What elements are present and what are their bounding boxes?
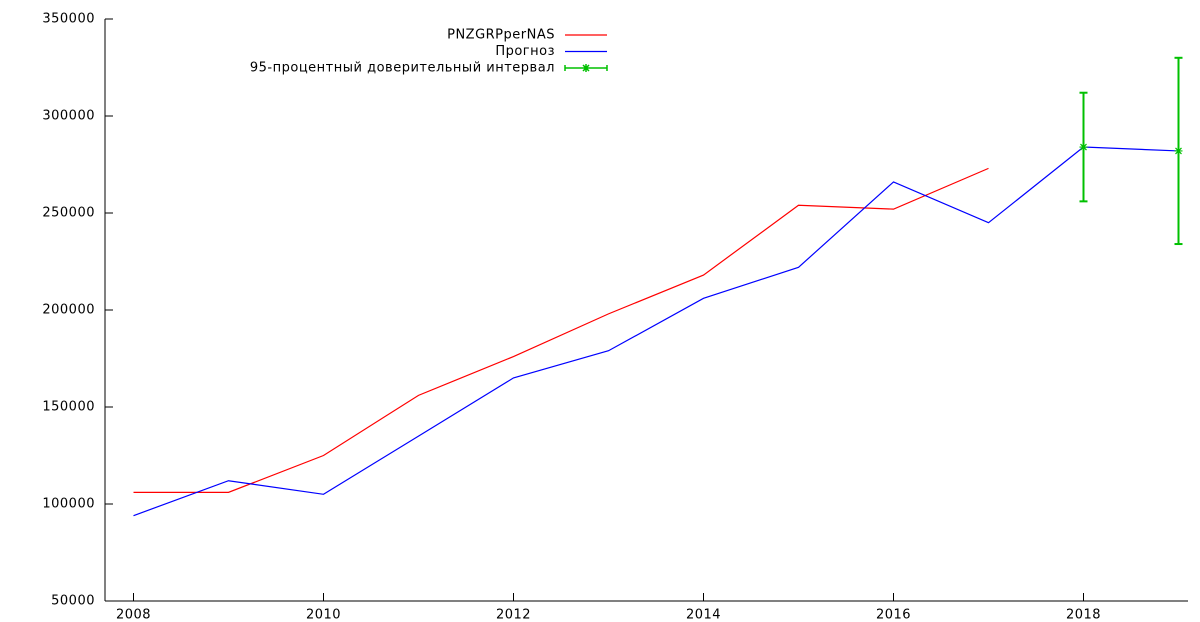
line-series	[133, 167, 989, 493]
x-tick-label: 2010	[306, 608, 341, 622]
y-tick-label: 100000	[42, 497, 95, 512]
x-tick-label: 2008	[116, 608, 151, 622]
legend-label: 95-процентный доверительный интервал	[250, 61, 555, 76]
legend-label: PNZGRPperNAS	[447, 28, 555, 43]
x-tick-label: 2016	[876, 608, 911, 622]
y-tick-label: 50000	[51, 594, 95, 609]
y-tick-label: 300000	[42, 109, 95, 124]
line-series	[133, 146, 1179, 517]
error-center	[1079, 143, 1088, 152]
x-tick-label: 2018	[1066, 608, 1101, 622]
y-tick-label: 250000	[42, 206, 95, 221]
y-tick-label: 200000	[42, 303, 95, 318]
error-center	[1174, 146, 1183, 155]
y-tick-label: 150000	[42, 400, 95, 415]
legend-swatch	[564, 64, 608, 72]
legend-label: Прогноз	[495, 44, 555, 59]
x-tick-label: 2014	[686, 608, 721, 622]
y-tick-label: 350000	[42, 12, 95, 27]
x-tick-label: 2012	[496, 608, 531, 622]
